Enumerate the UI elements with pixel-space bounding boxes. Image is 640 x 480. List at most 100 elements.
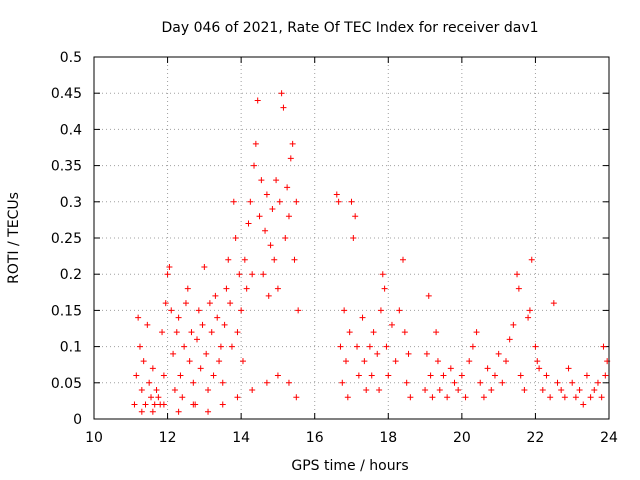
data-point: [480, 394, 487, 401]
data-point: [194, 336, 200, 343]
data-point: [217, 343, 224, 350]
data-point: [148, 394, 155, 401]
data-point: [517, 372, 524, 379]
data-point: [499, 379, 506, 386]
data-point: [205, 408, 212, 415]
data-point: [260, 271, 267, 278]
data-point: [495, 350, 502, 357]
data-point: [160, 401, 167, 408]
data-point: [153, 387, 160, 394]
data-point: [227, 300, 234, 307]
data-point: [488, 387, 495, 394]
data-point: [159, 329, 166, 336]
data-point: [427, 372, 434, 379]
data-point: [422, 387, 429, 394]
data-point: [569, 379, 576, 386]
x-tick-label: 10: [85, 430, 103, 446]
grid-lines: [94, 57, 609, 419]
data-point: [144, 321, 151, 328]
data-point: [333, 191, 340, 198]
data-point: [232, 235, 239, 241]
data-point: [175, 314, 182, 321]
data-point: [256, 213, 263, 220]
data-point: [534, 358, 541, 365]
data-point: [561, 394, 568, 401]
data-point: [203, 350, 210, 357]
data-point: [368, 372, 375, 379]
data-point: [190, 379, 197, 386]
data-point: [265, 292, 272, 299]
data-point: [354, 343, 361, 350]
data-point: [239, 358, 246, 365]
data-point: [131, 401, 138, 408]
data-point: [295, 307, 302, 314]
x-tick-label: 14: [232, 430, 250, 446]
data-point: [285, 379, 292, 386]
data-point: [554, 379, 561, 386]
data-point: [149, 408, 156, 415]
data-point: [352, 213, 359, 220]
data-point: [491, 372, 498, 379]
data-point: [503, 358, 509, 365]
x-tick-label: 16: [306, 430, 324, 446]
data-point: [528, 256, 535, 263]
data-point: [205, 387, 212, 394]
x-tick-label: 18: [379, 430, 397, 446]
data-point: [572, 394, 579, 401]
data-point: [583, 372, 590, 379]
data-point: [142, 401, 149, 408]
data-point: [273, 177, 280, 184]
data-point: [138, 387, 145, 394]
y-tick-label: 0.15: [51, 303, 82, 319]
data-point: [361, 358, 368, 365]
data-point: [219, 401, 226, 408]
data-point: [252, 140, 259, 147]
data-point: [447, 365, 454, 372]
data-point: [212, 292, 219, 299]
data-point: [251, 162, 258, 169]
data-point: [168, 307, 175, 314]
y-tick-label: 0.1: [60, 340, 82, 356]
data-point: [455, 387, 462, 394]
x-tick-label: 24: [600, 430, 618, 446]
data-point: [374, 350, 381, 357]
data-point: [550, 300, 557, 307]
data-point: [543, 372, 550, 379]
data-point: [377, 307, 384, 314]
data-point: [379, 271, 386, 278]
data-point: [337, 343, 344, 350]
data-point: [434, 358, 441, 365]
data-point: [155, 394, 162, 401]
data-point: [160, 372, 167, 379]
data-point: [258, 177, 265, 184]
data-point: [271, 256, 278, 263]
data-point: [214, 314, 221, 321]
data-point: [396, 307, 403, 314]
data-point: [477, 379, 484, 386]
data-point: [293, 394, 300, 401]
x-axis-label: GPS time / hours: [291, 458, 408, 474]
data-point: [236, 271, 243, 278]
data-point: [282, 235, 289, 241]
data-point: [201, 263, 208, 270]
data-point: [539, 387, 546, 394]
data-point: [335, 198, 342, 205]
y-tick-label: 0.5: [60, 50, 82, 66]
data-point: [423, 350, 430, 357]
data-point: [274, 372, 281, 379]
y-tick-label: 0.3: [60, 195, 82, 211]
x-tick-label: 12: [159, 430, 177, 446]
data-point: [293, 198, 300, 205]
x-tick-label: 20: [453, 430, 471, 446]
data-point: [243, 285, 250, 292]
data-point: [376, 387, 383, 394]
data-point: [278, 90, 285, 97]
data-point: [162, 300, 169, 307]
data-point: [525, 314, 532, 321]
data-point: [254, 97, 261, 104]
data-point: [466, 358, 473, 365]
data-point: [151, 401, 158, 408]
data-point: [184, 285, 191, 292]
data-point: [284, 184, 291, 191]
data-point: [587, 394, 594, 401]
